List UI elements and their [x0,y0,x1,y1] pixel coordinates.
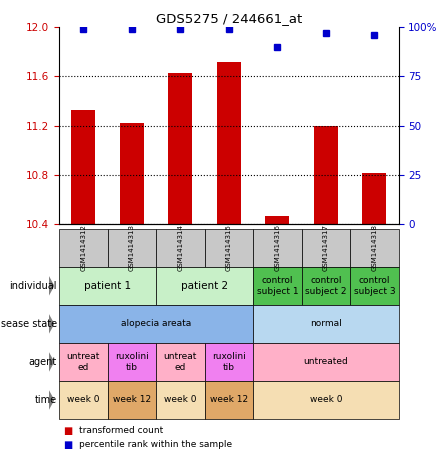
Text: alopecia areata: alopecia areata [121,319,191,328]
Text: untreat
ed: untreat ed [67,352,100,371]
Text: transformed count: transformed count [79,426,163,435]
Text: week 0: week 0 [67,395,99,405]
Text: ruxolini
tib: ruxolini tib [115,352,149,371]
Text: agent: agent [29,357,57,367]
Text: ■: ■ [64,439,73,449]
Text: percentile rank within the sample: percentile rank within the sample [79,440,232,449]
Polygon shape [49,352,54,372]
Text: time: time [35,395,57,405]
Text: individual: individual [10,281,57,291]
Text: GSM1414318: GSM1414318 [371,224,377,271]
Bar [217,62,241,224]
Bar [71,110,95,224]
Text: control
subject 2: control subject 2 [305,276,346,295]
Text: untreated: untreated [304,357,348,366]
Bar [120,123,144,224]
Bar [265,216,290,224]
Text: patient 2: patient 2 [181,281,228,291]
Text: week 0: week 0 [310,395,342,405]
Polygon shape [49,275,54,296]
Text: patient 1: patient 1 [84,281,131,291]
Text: ■: ■ [64,426,73,436]
Text: ruxolini
tib: ruxolini tib [212,352,246,371]
Text: control
subject 1: control subject 1 [257,276,298,295]
Polygon shape [49,313,54,334]
Polygon shape [49,390,54,410]
Text: control
subject 3: control subject 3 [353,276,395,295]
Text: GSM1414315: GSM1414315 [226,224,232,271]
Text: GSM1414314: GSM1414314 [177,224,184,271]
Bar [362,173,386,224]
Text: disease state: disease state [0,319,57,329]
Text: GSM1414316: GSM1414316 [274,224,280,271]
Text: GSM1414317: GSM1414317 [323,224,329,271]
Title: GDS5275 / 244661_at: GDS5275 / 244661_at [156,12,302,24]
Text: untreat
ed: untreat ed [164,352,197,371]
Text: GSM1414313: GSM1414313 [129,224,135,271]
Text: GSM1414312: GSM1414312 [81,224,86,271]
Text: week 12: week 12 [210,395,248,405]
Text: week 0: week 0 [164,395,197,405]
Bar [168,73,192,224]
Bar [314,125,338,224]
Text: normal: normal [310,319,342,328]
Text: week 12: week 12 [113,395,151,405]
